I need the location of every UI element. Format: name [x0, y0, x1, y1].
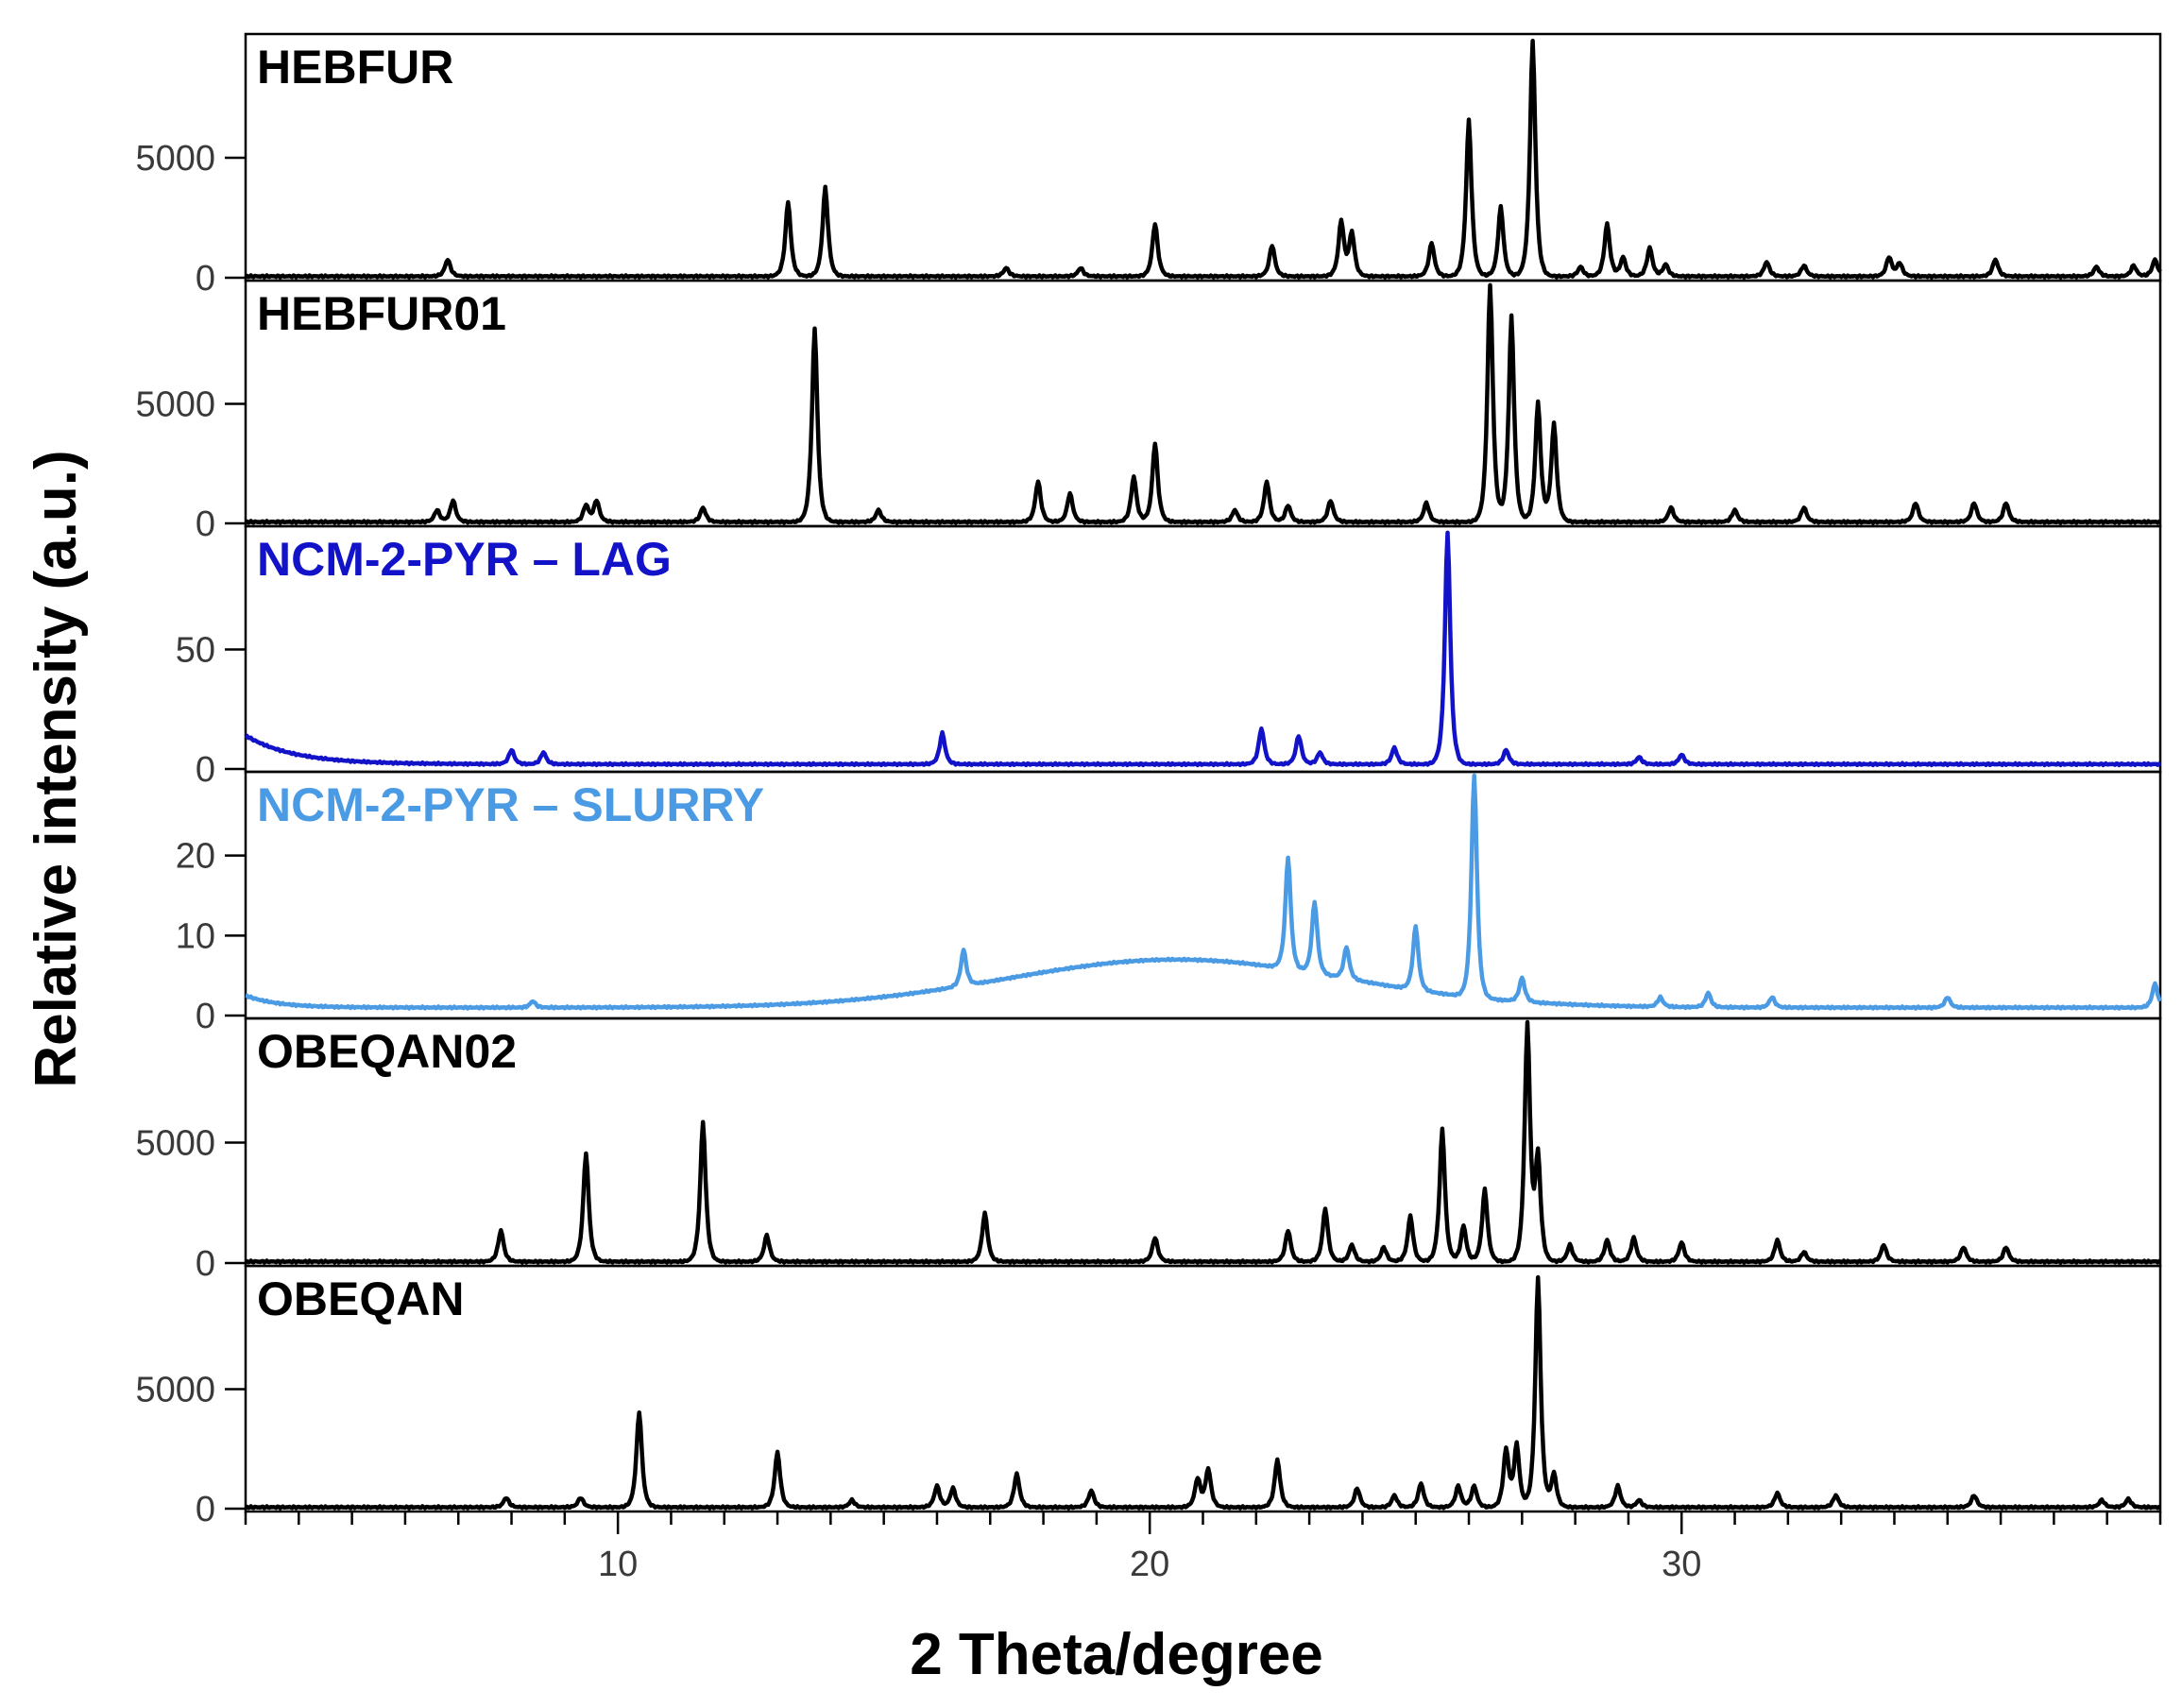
series-line — [245, 39, 2162, 280]
y-tick-label: 50 — [176, 631, 215, 671]
y-tick-label: 5000 — [135, 139, 215, 179]
series-line — [245, 1019, 2161, 1265]
series-label: NCM-2-PYR – SLURRY — [257, 778, 764, 831]
y-tick-label: 10 — [176, 916, 215, 956]
panel-6: 0 5000 OBEQAN — [135, 1264, 2162, 1529]
x-axis: 10 20 30 — [244, 1512, 2162, 1584]
series-label: OBEQAN02 — [257, 1025, 517, 1078]
panels: 0 5000 HEBFUR 0 5000 HEBFUR01 0 50 NCM-2-PYR – L… — [135, 32, 2163, 1529]
y-tick-label: 0 — [196, 504, 215, 544]
y-tick-label: 0 — [196, 259, 215, 299]
series-label: NCM-2-PYR – LAG — [257, 533, 672, 586]
x-tick-label: 10 — [598, 1545, 638, 1584]
x-axis-title: 2 Theta/degree — [910, 1622, 1323, 1687]
series-line — [245, 530, 2161, 768]
series-label: OBEQAN — [257, 1272, 464, 1325]
series-line — [245, 1274, 2161, 1511]
series-label: HEBFUR — [257, 41, 453, 94]
panel-4: 0 10 20 NCM-2-PYR – SLURRY — [176, 770, 2163, 1036]
y-tick-label: 0 — [196, 997, 215, 1036]
x-tick-label: 20 — [1130, 1545, 1169, 1584]
series-label: HEBFUR01 — [257, 287, 506, 340]
y-axis-title: Relative intensity (a.u.) — [24, 450, 89, 1087]
y-tick-label: 0 — [196, 1490, 215, 1529]
series-line — [245, 773, 2163, 1011]
y-tick-label: 20 — [176, 837, 215, 877]
panel-3: 0 50 NCM-2-PYR – LAG — [176, 524, 2162, 790]
y-tick-label: 5000 — [135, 385, 215, 425]
y-tick-label: 5000 — [135, 1371, 215, 1410]
x-tick-label: 30 — [1662, 1545, 1701, 1584]
series-line — [245, 282, 2161, 525]
y-tick-label: 5000 — [135, 1124, 215, 1164]
y-tick-label: 0 — [196, 1244, 215, 1284]
panel-5: 0 5000 OBEQAN02 — [135, 1016, 2162, 1284]
y-tick-label: 0 — [196, 750, 215, 790]
